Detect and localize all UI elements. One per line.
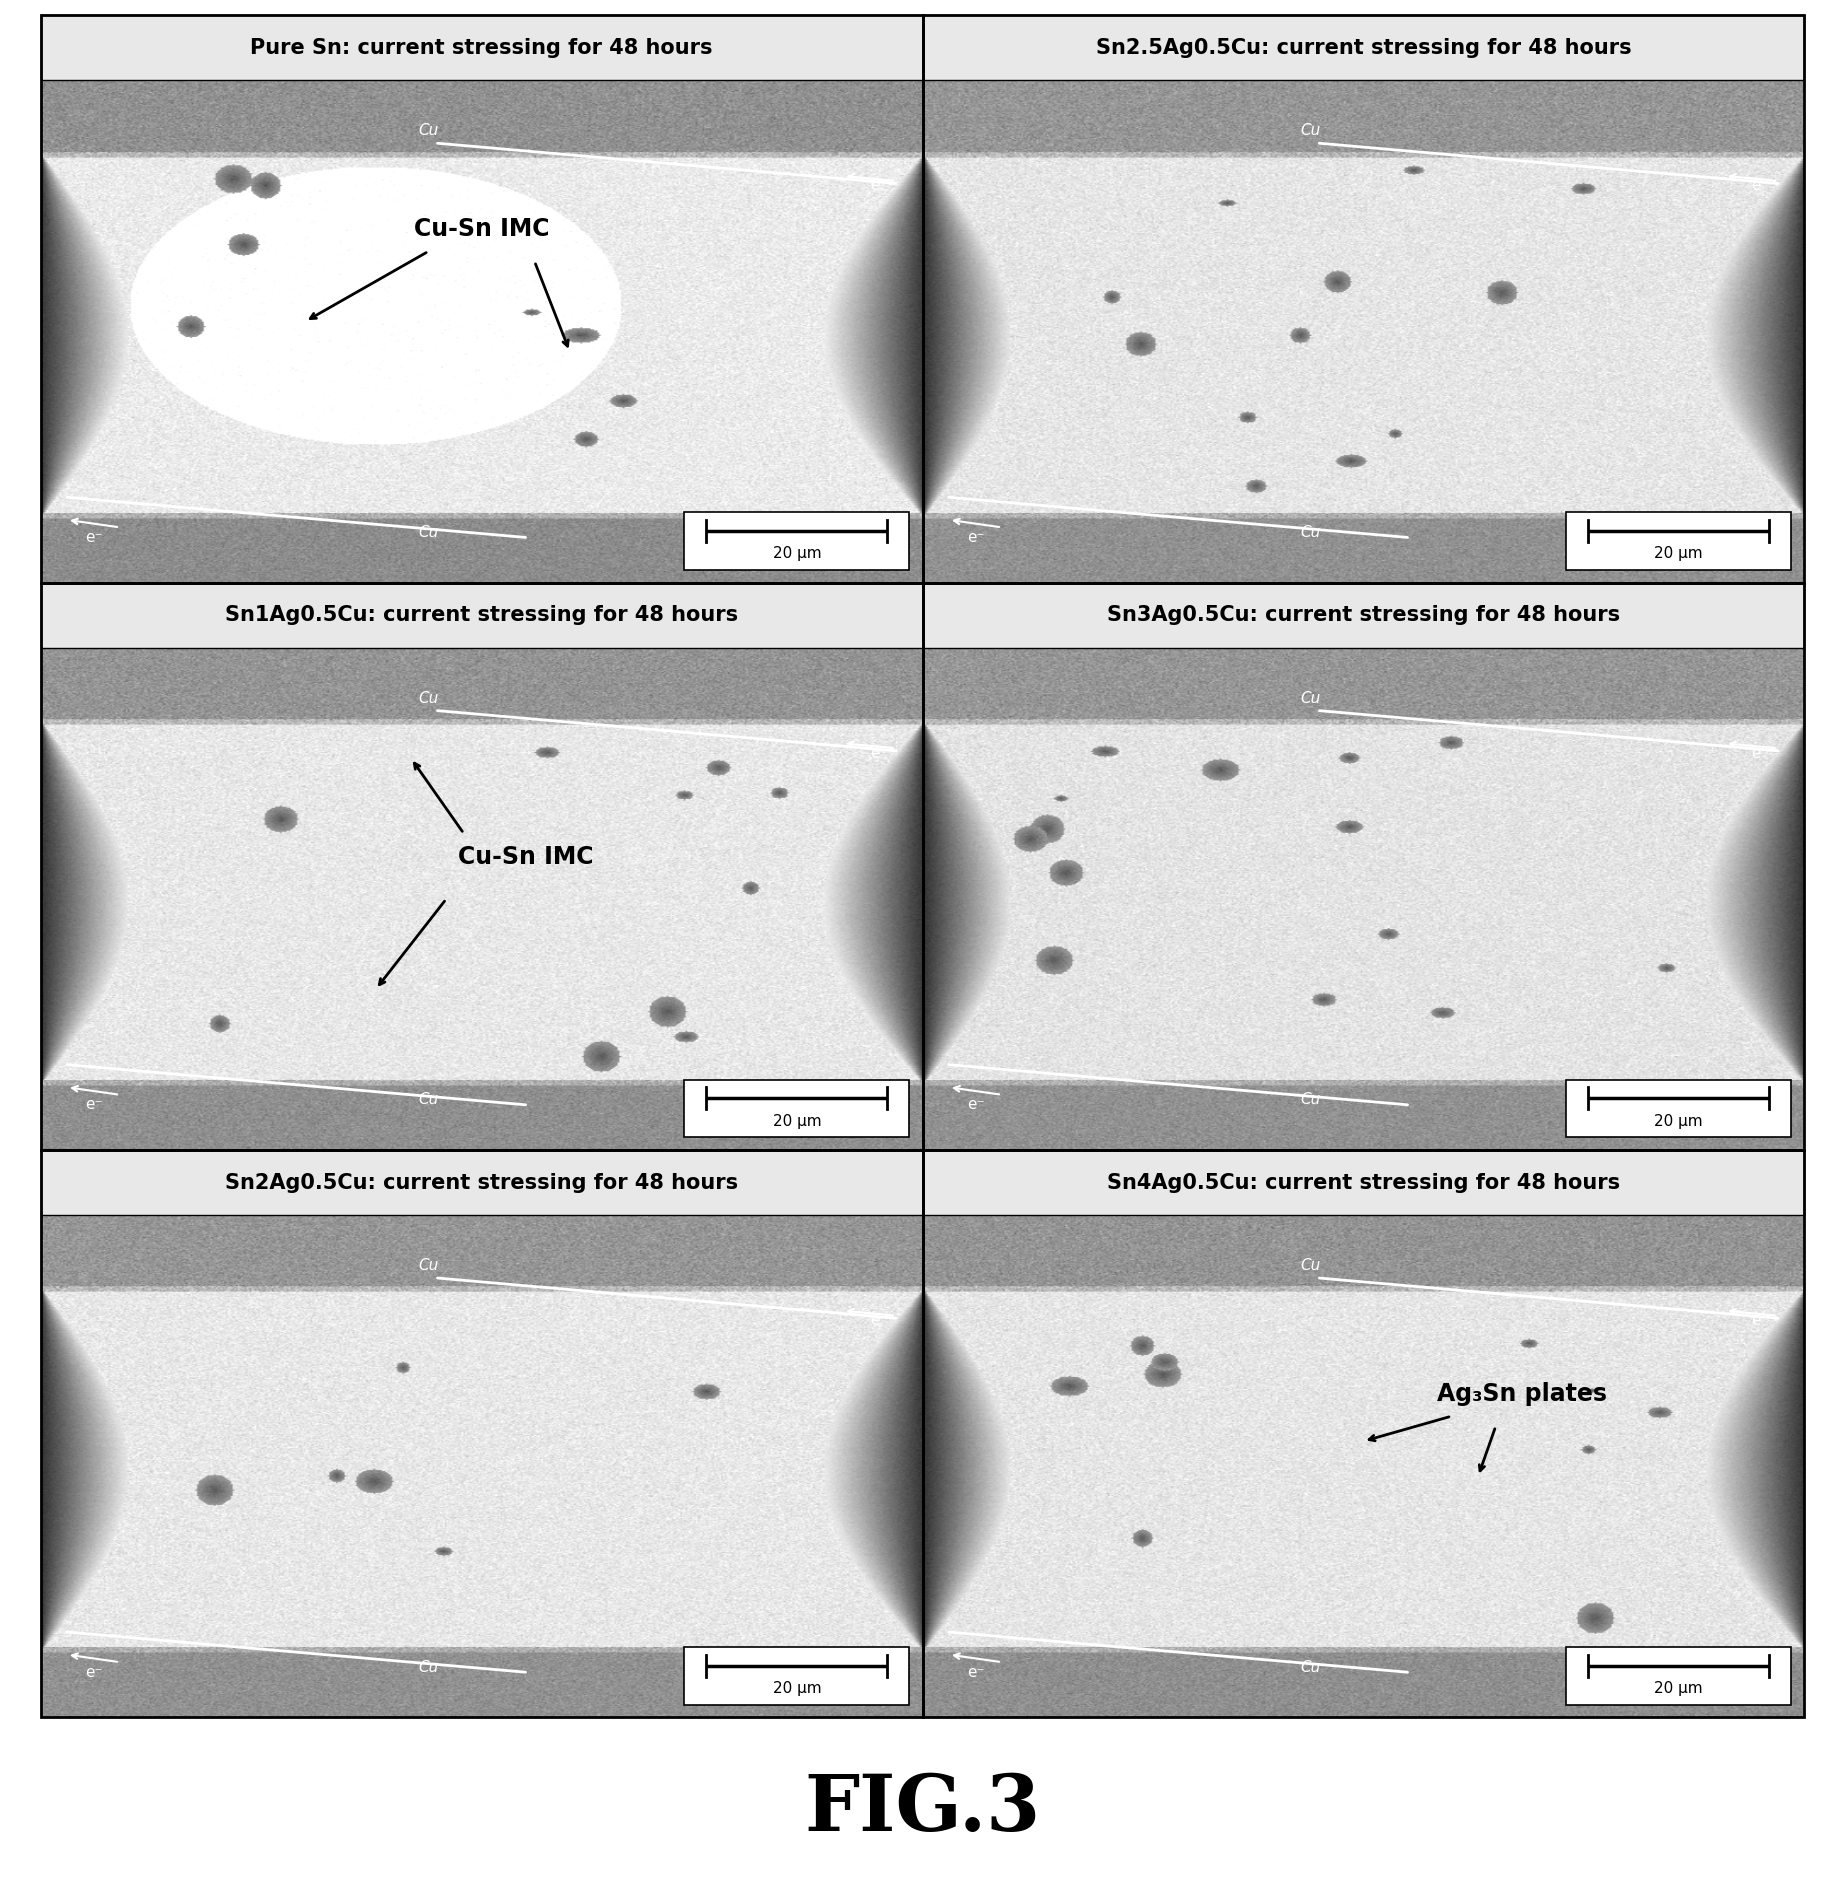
- Text: Cu: Cu: [1301, 1660, 1321, 1676]
- Bar: [684, 1647, 910, 1704]
- Text: Sn2.5Ag0.5Cu: current stressing for 48 hours: Sn2.5Ag0.5Cu: current stressing for 48 h…: [1096, 38, 1631, 57]
- Text: Sn4Ag0.5Cu: current stressing for 48 hours: Sn4Ag0.5Cu: current stressing for 48 hou…: [1107, 1173, 1620, 1192]
- Text: Cu: Cu: [419, 1660, 439, 1676]
- Text: 20 μm: 20 μm: [1655, 1681, 1703, 1696]
- Text: 20 μm: 20 μm: [773, 1114, 821, 1129]
- Text: Cu: Cu: [1301, 1259, 1321, 1274]
- Text: Sn3Ag0.5Cu: current stressing for 48 hours: Sn3Ag0.5Cu: current stressing for 48 hou…: [1107, 605, 1620, 625]
- Text: Cu-Sn IMC: Cu-Sn IMC: [458, 845, 594, 868]
- Text: 20 μm: 20 μm: [1655, 1114, 1703, 1129]
- Text: e⁻: e⁻: [85, 1097, 101, 1112]
- Text: e⁻: e⁻: [967, 1664, 983, 1679]
- Text: Cu: Cu: [1301, 124, 1321, 139]
- Text: Cu: Cu: [419, 526, 439, 541]
- Text: e⁻: e⁻: [1751, 179, 1769, 194]
- Bar: [684, 512, 910, 569]
- Text: e⁻: e⁻: [967, 1097, 983, 1112]
- Bar: [1566, 512, 1791, 569]
- Text: Cu: Cu: [419, 1093, 439, 1108]
- Text: Pure Sn: current stressing for 48 hours: Pure Sn: current stressing for 48 hours: [251, 38, 712, 57]
- Text: 20 μm: 20 μm: [1655, 546, 1703, 562]
- Text: e⁻: e⁻: [869, 746, 887, 762]
- Text: e⁻: e⁻: [85, 1664, 101, 1679]
- Text: Cu: Cu: [1301, 691, 1321, 706]
- Text: e⁻: e⁻: [1751, 1314, 1769, 1329]
- Bar: [1566, 1647, 1791, 1704]
- Bar: [1566, 1080, 1791, 1137]
- Text: e⁻: e⁻: [967, 529, 983, 545]
- Text: Ag₃Sn plates: Ag₃Sn plates: [1437, 1382, 1607, 1405]
- Text: e⁻: e⁻: [869, 1314, 887, 1329]
- Text: 20 μm: 20 μm: [773, 546, 821, 562]
- Bar: [684, 1080, 910, 1137]
- Text: Cu: Cu: [1301, 1093, 1321, 1108]
- Text: 20 μm: 20 μm: [773, 1681, 821, 1696]
- Text: Sn1Ag0.5Cu: current stressing for 48 hours: Sn1Ag0.5Cu: current stressing for 48 hou…: [225, 605, 738, 625]
- Text: FIG.3: FIG.3: [804, 1771, 1041, 1847]
- Text: Cu: Cu: [419, 1259, 439, 1274]
- Text: Cu: Cu: [419, 691, 439, 706]
- Text: Cu: Cu: [1301, 526, 1321, 541]
- Text: e⁻: e⁻: [869, 179, 887, 194]
- Text: Cu-Sn IMC: Cu-Sn IMC: [413, 217, 550, 242]
- Text: e⁻: e⁻: [85, 529, 101, 545]
- Text: e⁻: e⁻: [1751, 746, 1769, 762]
- Text: Sn2Ag0.5Cu: current stressing for 48 hours: Sn2Ag0.5Cu: current stressing for 48 hou…: [225, 1173, 738, 1192]
- Text: Cu: Cu: [419, 124, 439, 139]
